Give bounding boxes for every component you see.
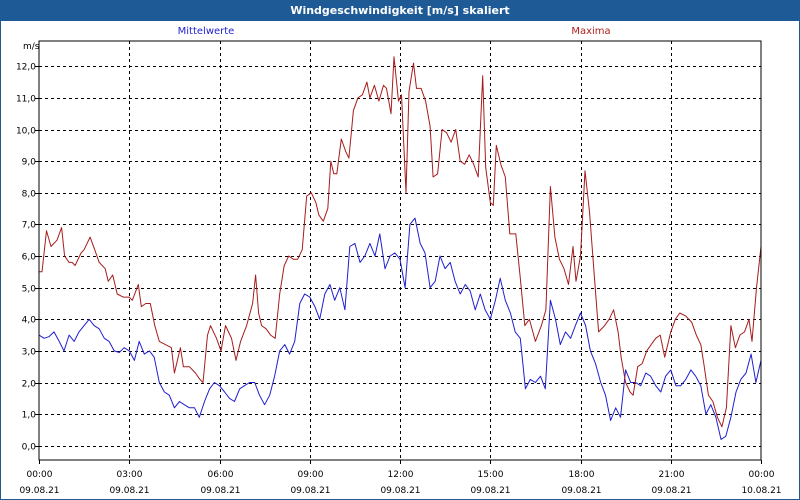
x-tick-time: 15:00 xyxy=(478,470,504,480)
window-title: Windgeschwindigkeit [m/s] skaliert xyxy=(1,1,799,21)
x-tick-time: 03:00 xyxy=(117,470,143,480)
x-tick-time: 00:00 xyxy=(749,470,775,480)
x-tick-date: 10.08.21 xyxy=(741,486,781,496)
plot-frame xyxy=(38,40,762,461)
y-tick-label: 5,0 xyxy=(22,285,37,295)
x-tick-time: 18:00 xyxy=(569,470,595,480)
series-lines xyxy=(38,56,762,440)
x-tick-time: 21:00 xyxy=(659,470,685,480)
y-tick-label: 4,0 xyxy=(22,316,37,326)
y-tick-label: 11,0 xyxy=(16,95,36,105)
grid xyxy=(35,41,762,464)
x-tick-time: 00:00 xyxy=(27,470,53,480)
x-tick-date: 09.08.21 xyxy=(290,486,330,496)
y-tick-label: 0,0 xyxy=(22,443,37,453)
y-tick-label: 10,0 xyxy=(16,127,36,137)
y-tick-label: 7,0 xyxy=(22,221,37,231)
x-tick-date: 09.08.21 xyxy=(470,486,510,496)
x-tick-date: 09.08.21 xyxy=(109,486,149,496)
y-tick-label: 9,0 xyxy=(22,158,37,168)
x-tick-date: 09.08.21 xyxy=(200,486,240,496)
y-tick-label: 8,0 xyxy=(22,190,37,200)
y-tick-label: 6,0 xyxy=(22,253,37,263)
x-tick-time: 06:00 xyxy=(208,470,234,480)
x-tick-time: 12:00 xyxy=(388,470,414,480)
y-tick-label: 2,0 xyxy=(22,380,37,390)
tick-labels: 0,0 1,0 2,0 3,0 4,0 5,0 6,0 7,0 8,0 9,0 10,0 11,0 12… xyxy=(16,63,782,497)
x-tick-date: 09.08.21 xyxy=(19,486,59,496)
x-tick-time: 09:00 xyxy=(298,470,324,480)
x-tick-date: 09.08.21 xyxy=(380,486,420,496)
legend-maxima: Maxima xyxy=(571,26,611,37)
x-tick-date: 09.08.21 xyxy=(561,486,601,496)
y-axis-unit: m/s xyxy=(23,42,40,52)
x-tick-date: 09.08.21 xyxy=(651,486,691,496)
y-tick-label: 12,0 xyxy=(16,63,36,73)
y-tick-label: 1,0 xyxy=(22,411,37,421)
series-line-mittelwerte xyxy=(38,217,762,440)
y-tick-label: 3,0 xyxy=(22,348,37,358)
legend-mittelwerte: Mittelwerte xyxy=(177,26,235,37)
series-line-maxima xyxy=(39,56,762,428)
